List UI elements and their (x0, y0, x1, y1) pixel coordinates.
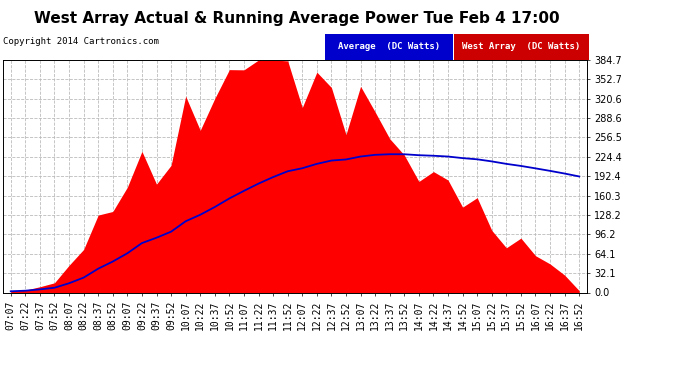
Text: West Array Actual & Running Average Power Tue Feb 4 17:00: West Array Actual & Running Average Powe… (34, 11, 560, 26)
Text: West Array  (DC Watts): West Array (DC Watts) (462, 42, 580, 51)
Text: Copyright 2014 Cartronics.com: Copyright 2014 Cartronics.com (3, 38, 159, 46)
Text: Average  (DC Watts): Average (DC Watts) (337, 42, 440, 51)
